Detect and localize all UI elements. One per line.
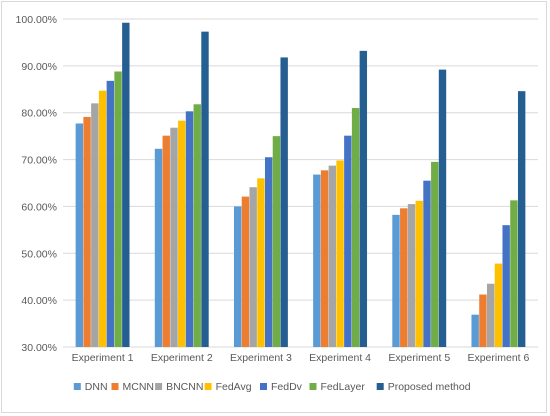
bar-proposed-method-2 xyxy=(201,31,209,348)
bar-fedavg-2 xyxy=(178,120,186,348)
legend-label-fedlayer: FedLayer xyxy=(321,381,366,393)
x-category-label: Experiment 2 xyxy=(151,352,213,364)
bar-dnn-6 xyxy=(471,314,479,347)
bar-bncnn-1 xyxy=(91,103,99,347)
legend-label-dnn: DNN xyxy=(85,381,108,393)
bar-proposed-method-6 xyxy=(517,91,526,347)
bar-proposed-method-5 xyxy=(438,69,447,348)
bar-fedavg-1 xyxy=(98,90,107,347)
bar-fedlayer-5 xyxy=(431,161,439,347)
legend-label-fedavg: FedAvg xyxy=(216,381,252,393)
bar-fedlayer-1 xyxy=(114,71,122,347)
legend: DNN MCNN BNCNN FedAvg FedDv FedLayer Proposed … xyxy=(73,381,471,393)
bar-dnn-3 xyxy=(233,206,242,347)
bar-mcnn-1 xyxy=(83,116,91,348)
bar-feddv-6 xyxy=(502,225,510,347)
y-tick-label: 50.00% xyxy=(21,248,57,260)
legend-swatch-fedavg xyxy=(204,383,212,390)
bar-feddv-1 xyxy=(106,80,115,347)
bar-fedavg-6 xyxy=(494,263,503,347)
x-category-label: Experiment 5 xyxy=(388,352,450,364)
bar-bncnn-3 xyxy=(249,187,257,347)
bar-fedlayer-3 xyxy=(272,136,281,347)
legend-label-feddv: FedDv xyxy=(271,381,303,393)
bar-fedlayer-4 xyxy=(351,108,360,347)
x-category-label: Experiment 1 xyxy=(72,352,134,364)
legend-swatch-proposed-method xyxy=(376,383,384,390)
bar-proposed-method-1 xyxy=(122,22,130,347)
bar-fedlayer-6 xyxy=(510,200,518,347)
bar-fedavg-3 xyxy=(257,178,265,347)
y-tick-label: 80.00% xyxy=(21,108,57,120)
bar-fedlayer-2 xyxy=(193,104,201,347)
x-category-label: Experiment 4 xyxy=(309,352,371,364)
bar-feddv-3 xyxy=(264,157,273,347)
bar-dnn-1 xyxy=(75,123,84,348)
bar-fedavg-4 xyxy=(336,160,344,347)
bar-mcnn-6 xyxy=(479,294,487,347)
bar-bncnn-6 xyxy=(486,283,495,347)
legend-swatch-fedlayer xyxy=(309,383,317,390)
y-tick-label: 90.00% xyxy=(21,61,57,73)
bar-proposed-method-4 xyxy=(359,50,368,348)
y-tick-label: 60.00% xyxy=(21,201,57,213)
legend-label-bncnn: BNCNN xyxy=(166,381,203,393)
y-tick-label: 100.00% xyxy=(16,14,57,26)
y-tick-label: 30.00% xyxy=(21,342,57,354)
bar-mcnn-3 xyxy=(241,196,250,347)
bar-dnn-2 xyxy=(154,148,163,347)
legend-swatch-feddv xyxy=(260,383,267,390)
bar-dnn-4 xyxy=(313,174,321,347)
x-category-label: Experiment 3 xyxy=(230,352,292,364)
y-tick-label: 40.00% xyxy=(21,295,57,307)
bars xyxy=(75,22,526,348)
y-tick-label: 70.00% xyxy=(21,155,57,167)
bar-dnn-5 xyxy=(392,214,400,347)
bar-feddv-2 xyxy=(185,111,194,347)
bar-mcnn-4 xyxy=(320,170,329,347)
x-category-label: Experiment 6 xyxy=(467,352,529,364)
legend-swatch-bncnn xyxy=(155,383,163,390)
legend-label-proposed-method: Proposed method xyxy=(388,381,471,393)
bar-proposed-method-3 xyxy=(280,57,288,348)
bar-bncnn-4 xyxy=(328,165,337,347)
bar-bncnn-5 xyxy=(407,204,416,347)
gridlines xyxy=(63,18,538,348)
y-axis-ticks: 30.00% 40.00% 50.00% 60.00% 70.00% 80.00% 90.0… xyxy=(16,14,57,354)
bar-feddv-5 xyxy=(423,180,431,347)
bar-bncnn-2 xyxy=(170,127,178,348)
x-axis-categories: Experiment 1 Experiment 2 Experiment 3 Expe… xyxy=(72,352,530,364)
bar-mcnn-5 xyxy=(400,208,408,347)
legend-label-mcnn: MCNN xyxy=(123,381,155,393)
bar-feddv-4 xyxy=(344,135,352,347)
legend-swatch-dnn xyxy=(73,383,81,390)
legend-swatch-mcnn xyxy=(111,383,119,390)
bar-fedavg-5 xyxy=(415,200,423,347)
bar-mcnn-2 xyxy=(162,135,170,347)
